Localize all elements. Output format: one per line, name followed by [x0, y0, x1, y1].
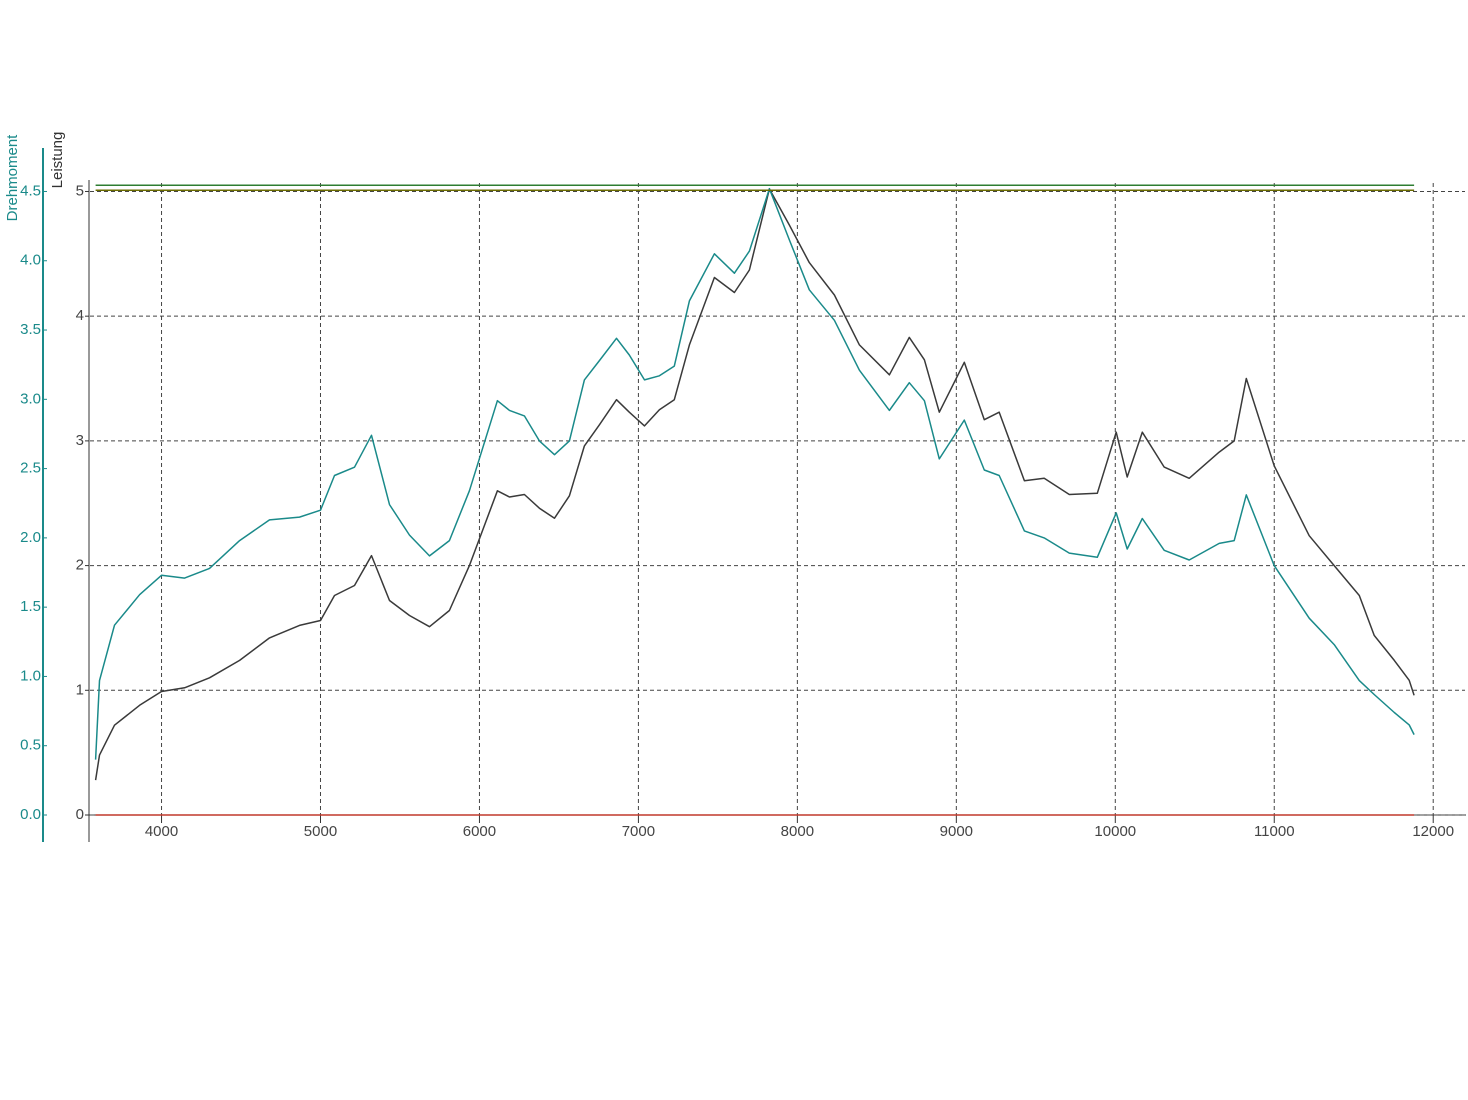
series-line	[94, 187, 1415, 760]
series-line	[94, 188, 1415, 781]
y2-axis-label: Drehmoment	[4, 134, 21, 222]
y2-tick-label: 2.5	[20, 460, 41, 477]
y-tick-label: 2	[76, 557, 84, 574]
x-tick-label: 5000	[304, 823, 337, 840]
y-tick-label: 3	[76, 432, 84, 449]
x-tick-label: 7000	[622, 823, 655, 840]
y2-tick-label: 3.5	[20, 321, 41, 338]
y-axis-label: Leistung	[49, 132, 66, 189]
y2-tick-label: 0.5	[20, 737, 41, 754]
y2-tick-label: 4.0	[20, 252, 41, 269]
x-tick-label: 10000	[1094, 823, 1136, 840]
y-tick-label: 5	[76, 182, 84, 199]
x-tick-label: 4000	[145, 823, 178, 840]
x-tick-label: 9000	[940, 823, 973, 840]
y2-tick-label: 1.5	[20, 598, 41, 615]
x-tick-label: 12000	[1412, 823, 1454, 840]
y-tick-label: 1	[76, 681, 84, 698]
y2-tick-label: 3.0	[20, 390, 41, 407]
y2-tick-label: 0.0	[20, 806, 41, 823]
x-tick-label: 8000	[781, 823, 814, 840]
x-tick-label: 11000	[1254, 823, 1295, 840]
y2-tick-label: 4.5	[20, 182, 41, 199]
y2-tick-label: 2.0	[20, 529, 41, 546]
y2-tick-label: 1.0	[20, 667, 41, 684]
y-tick-label: 4	[76, 307, 84, 324]
y-tick-label: 0	[76, 806, 84, 823]
x-tick-label: 6000	[463, 823, 496, 840]
